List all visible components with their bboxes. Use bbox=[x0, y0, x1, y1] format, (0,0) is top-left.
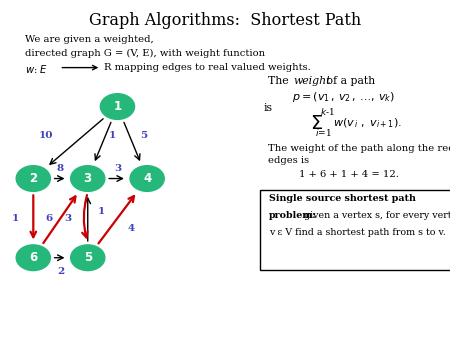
Text: given a vertex s, for every vertex: given a vertex s, for every vertex bbox=[301, 211, 450, 220]
Text: weight: weight bbox=[294, 76, 331, 86]
Circle shape bbox=[130, 166, 164, 191]
Circle shape bbox=[71, 245, 105, 270]
Text: $w(v_{\,i}\ ,\ v_{i+1}).$: $w(v_{\,i}\ ,\ v_{i+1}).$ bbox=[333, 117, 402, 130]
Text: R mapping edges to real valued weights.: R mapping edges to real valued weights. bbox=[104, 63, 311, 72]
Text: $i$=1: $i$=1 bbox=[315, 127, 332, 138]
Text: Single source shortest path: Single source shortest path bbox=[269, 194, 415, 203]
Circle shape bbox=[100, 94, 135, 119]
Text: 6: 6 bbox=[29, 251, 37, 264]
Text: 4: 4 bbox=[143, 172, 151, 185]
Text: We are given a weighted,: We are given a weighted, bbox=[25, 35, 153, 45]
Text: 4: 4 bbox=[127, 224, 135, 233]
Text: v ε V find a shortest path from s to v.: v ε V find a shortest path from s to v. bbox=[269, 228, 446, 237]
Text: 1: 1 bbox=[98, 207, 105, 216]
Text: problem:: problem: bbox=[269, 211, 316, 220]
Circle shape bbox=[71, 166, 105, 191]
Text: $p = (v_1\,,\, v_2\,,\,\ldots,\, v_k)$: $p = (v_1\,,\, v_2\,,\,\ldots,\, v_k)$ bbox=[292, 90, 396, 103]
Text: 1: 1 bbox=[12, 214, 19, 223]
Text: 8: 8 bbox=[57, 164, 64, 173]
Text: 3: 3 bbox=[114, 164, 121, 173]
FancyBboxPatch shape bbox=[260, 190, 450, 270]
Text: 1: 1 bbox=[113, 100, 122, 113]
Circle shape bbox=[16, 166, 50, 191]
Text: directed graph G = (V, E), with weight function: directed graph G = (V, E), with weight f… bbox=[25, 49, 265, 58]
Text: The weight of the path along the red: The weight of the path along the red bbox=[268, 144, 450, 153]
Text: 10: 10 bbox=[39, 131, 54, 140]
Text: 3: 3 bbox=[64, 214, 71, 223]
Text: 1 + 6 + 1 + 4 = 12.: 1 + 6 + 1 + 4 = 12. bbox=[299, 170, 399, 179]
Text: 5: 5 bbox=[84, 251, 92, 264]
Text: 5: 5 bbox=[140, 131, 147, 140]
Text: is: is bbox=[263, 103, 272, 113]
Text: 6: 6 bbox=[45, 214, 53, 223]
Text: $k$-1: $k$-1 bbox=[320, 106, 334, 118]
Text: of a path: of a path bbox=[323, 76, 375, 86]
Circle shape bbox=[16, 245, 50, 270]
Text: The: The bbox=[268, 76, 292, 86]
Text: 1: 1 bbox=[109, 131, 116, 140]
Text: $w$: $E$: $w$: $E$ bbox=[25, 63, 48, 75]
Text: Graph Algorithms:  Shortest Path: Graph Algorithms: Shortest Path bbox=[89, 12, 361, 29]
Text: 2: 2 bbox=[57, 267, 64, 276]
Text: edges is: edges is bbox=[268, 156, 309, 166]
Text: 3: 3 bbox=[84, 172, 92, 185]
Text: $\Sigma$: $\Sigma$ bbox=[310, 115, 324, 133]
Text: 2: 2 bbox=[29, 172, 37, 185]
